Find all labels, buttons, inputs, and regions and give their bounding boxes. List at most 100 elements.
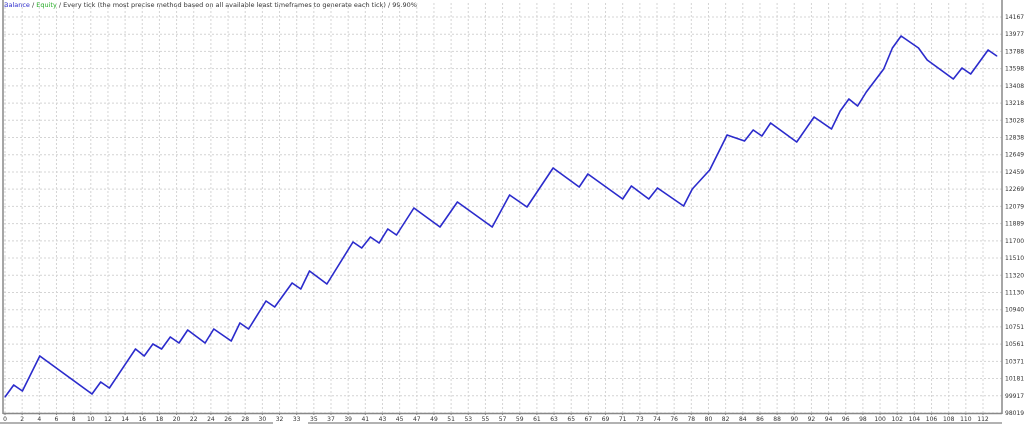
x-tick-label: 69 — [602, 416, 610, 423]
legend-separator: / — [29, 1, 37, 9]
balance-point — [134, 348, 137, 350]
balance-point — [230, 340, 232, 342]
balance-point — [656, 187, 659, 189]
x-tick-label: 28 — [241, 416, 249, 423]
x-tick-label: 98 — [859, 416, 867, 423]
balance-point — [839, 110, 841, 112]
balance-point — [648, 198, 650, 200]
x-tick-label: 0 — [3, 416, 7, 423]
balance-point — [526, 206, 528, 208]
balance-point — [378, 242, 380, 244]
x-tick-label: 100 — [874, 416, 886, 423]
balance-point — [369, 236, 371, 238]
balance-point — [187, 329, 189, 331]
x-tick-label: 32 — [276, 416, 284, 423]
x-tick-label: 67 — [585, 416, 593, 423]
balance-point — [770, 122, 772, 124]
y-tick-label: 109408 — [1005, 307, 1024, 314]
x-tick-label: 96 — [842, 416, 850, 423]
balance-point — [865, 91, 867, 93]
balance-point — [274, 306, 276, 308]
x-tick-label: 16 — [138, 416, 146, 423]
x-tick-label: 24 — [207, 416, 215, 423]
balance-point — [883, 68, 885, 70]
y-tick-label: 98019 — [1005, 410, 1024, 417]
balance-point — [761, 135, 763, 137]
x-tick-label: 53 — [464, 416, 472, 423]
balance-point — [265, 300, 267, 302]
y-tick-label: 122695 — [1005, 186, 1024, 193]
x-tick-label: 39 — [344, 416, 352, 423]
x-tick-label: 84 — [739, 416, 747, 423]
x-tick-label: 71 — [619, 416, 627, 423]
x-tick-label: 12 — [104, 416, 112, 423]
x-tick-label: 37 — [327, 416, 335, 423]
x-tick-label: 92 — [808, 416, 816, 423]
y-tick-label: 105612 — [1005, 341, 1024, 348]
x-tick-label: 22 — [190, 416, 198, 423]
x-tick-label: 82 — [722, 416, 730, 423]
tick-labels: 9801999917101816103714105612107510109408… — [3, 14, 1024, 423]
x-tick-label: 49 — [430, 416, 438, 423]
y-tick-label: 113204 — [1005, 272, 1024, 279]
balance-point — [413, 207, 415, 209]
x-tick-label: 26 — [224, 416, 232, 423]
balance-point — [39, 355, 41, 357]
balance-point — [395, 234, 398, 236]
x-tick-label: 59 — [516, 416, 524, 423]
y-tick-label: 134083 — [1005, 83, 1024, 90]
balance-point — [213, 328, 215, 330]
balance-point — [630, 185, 633, 187]
x-tick-label: 33 — [293, 416, 301, 423]
x-tick-label: 74 — [653, 416, 661, 423]
balance-point — [961, 67, 963, 69]
balance-point — [100, 381, 102, 383]
x-tick-label: 2 — [20, 416, 24, 423]
y-tick-label: 115102 — [1005, 255, 1024, 262]
x-tick-label: 47 — [413, 416, 421, 423]
x-tick-label: 88 — [773, 416, 781, 423]
x-tick-label: 102 — [891, 416, 903, 423]
balance-point — [178, 342, 180, 344]
x-tick-label: 108 — [943, 416, 955, 423]
x-tick-label: 86 — [756, 416, 764, 423]
balance-point — [308, 270, 311, 272]
balance-point — [970, 73, 972, 75]
y-tick-label: 137880 — [1005, 48, 1024, 55]
balance-point — [143, 355, 145, 357]
y-tick-label: 132185 — [1005, 100, 1024, 107]
balance-point — [987, 49, 989, 51]
x-tick-label: 61 — [533, 416, 541, 423]
x-tick-label: 6 — [55, 416, 59, 423]
balance-point — [813, 116, 815, 118]
x-tick-label: 45 — [396, 416, 404, 423]
y-tick-label: 130287 — [1005, 117, 1024, 124]
y-tick-label: 128389 — [1005, 135, 1024, 142]
balance-point — [857, 105, 859, 107]
series — [4, 35, 998, 398]
x-tick-label: 35 — [310, 416, 318, 423]
x-tick-label: 104 — [909, 416, 921, 423]
balance-point — [108, 387, 110, 389]
x-tick-label: 65 — [567, 416, 575, 423]
balance-point — [491, 226, 493, 228]
balance-point — [387, 228, 389, 230]
x-tick-label: 110 — [960, 416, 972, 423]
balance-point — [352, 241, 354, 243]
balance-point — [456, 201, 458, 203]
x-tick-label: 94 — [825, 416, 833, 423]
x-tick-label: 20 — [173, 416, 181, 423]
x-tick-label: 43 — [379, 416, 387, 423]
balance-point — [917, 47, 920, 49]
y-tick-label: 139778 — [1005, 31, 1024, 38]
y-tick-label: 120797 — [1005, 203, 1024, 210]
balance-point — [152, 343, 154, 345]
balance-point — [752, 129, 754, 131]
x-tick-label: 63 — [550, 416, 558, 423]
balance-point — [683, 205, 685, 207]
balance-line — [4, 35, 998, 398]
x-tick-label: 51 — [447, 416, 455, 423]
grid — [4, 3, 1002, 414]
balance-point — [291, 282, 293, 284]
